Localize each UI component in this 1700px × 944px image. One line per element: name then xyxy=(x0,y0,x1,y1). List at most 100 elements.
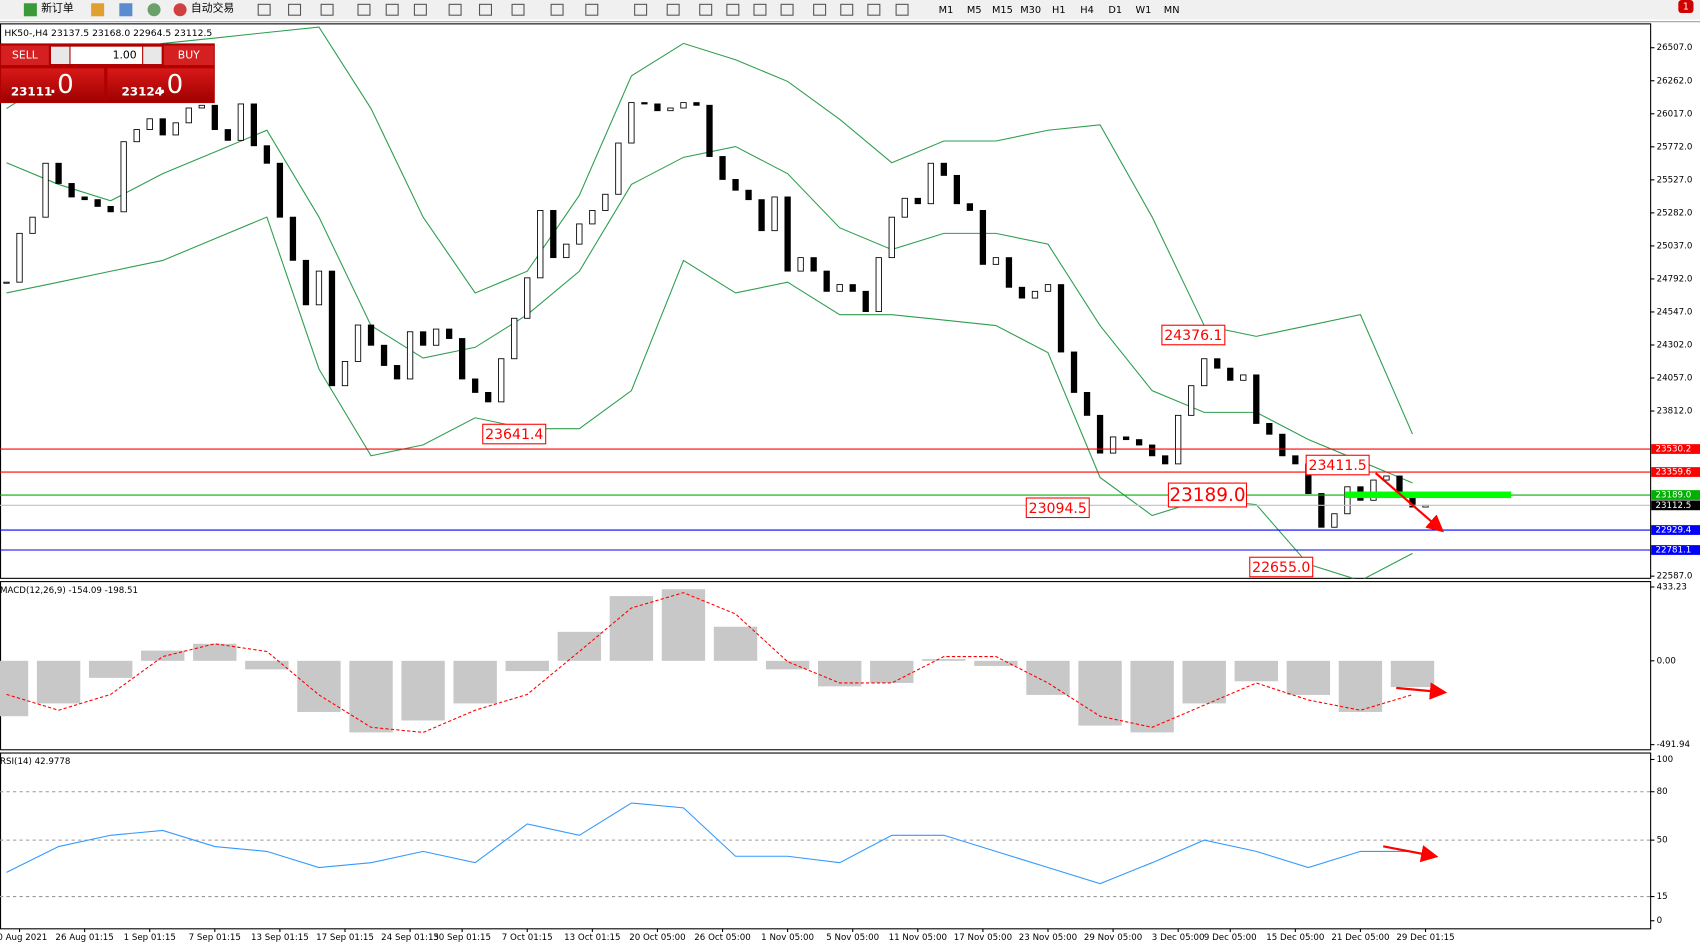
rsi-plot xyxy=(0,791,1651,898)
y-tick-label: 26507.0 xyxy=(1657,43,1693,53)
candle xyxy=(406,331,414,380)
macd-bar xyxy=(88,660,133,678)
candle xyxy=(1135,439,1143,446)
timeframe[interactable]: MN xyxy=(1164,5,1180,16)
candle xyxy=(68,183,75,198)
tool-icon[interactable] xyxy=(385,3,399,16)
sell-button[interactable] xyxy=(1,45,49,66)
tool-icon[interactable] xyxy=(585,3,599,16)
ask-big[interactable]: .0 xyxy=(158,70,183,100)
x-tick-label: 20 Oct 05:00 xyxy=(629,933,685,943)
x-tick-label: 3 Dec 05:00 xyxy=(1152,933,1205,943)
y-tick-label: 50 xyxy=(1657,836,1668,846)
macd-bar xyxy=(609,596,654,661)
annotation: 23094.5 xyxy=(1029,501,1087,517)
tool-icon[interactable] xyxy=(550,3,564,16)
tool-icon[interactable] xyxy=(867,3,881,16)
candle xyxy=(289,216,297,261)
tool-icon[interactable] xyxy=(840,3,854,16)
bid-box[interactable] xyxy=(1,68,105,102)
candle xyxy=(654,103,661,112)
candle xyxy=(419,331,427,346)
tool-icon[interactable] xyxy=(666,3,680,16)
tool-icon[interactable] xyxy=(257,3,271,16)
tool-icon[interactable] xyxy=(448,3,462,16)
auto-trade-icon[interactable] xyxy=(173,3,187,17)
timeframe[interactable]: W1 xyxy=(1136,5,1152,16)
tool-icon[interactable] xyxy=(511,3,525,16)
candle xyxy=(393,365,401,380)
badge-bg xyxy=(1678,0,1694,14)
buy-button[interactable] xyxy=(163,45,214,66)
lots-up[interactable] xyxy=(143,46,162,65)
tool-icon[interactable] xyxy=(753,3,767,16)
tool-icon[interactable] xyxy=(895,3,909,16)
tool-icon[interactable] xyxy=(634,3,648,16)
timeframe[interactable]: M1 xyxy=(939,5,954,16)
badge[interactable]: 1 xyxy=(1683,2,1689,13)
ask-main[interactable]: 23124 xyxy=(122,85,163,99)
new-order-icon[interactable] xyxy=(23,3,37,17)
macd-bar xyxy=(870,660,914,683)
candle xyxy=(667,107,674,112)
y-tick-label: 24057.0 xyxy=(1657,374,1693,384)
sell-label[interactable]: SELL xyxy=(12,48,38,61)
timeframe[interactable]: D1 xyxy=(1108,5,1122,16)
macd-bar xyxy=(922,659,966,661)
timeframe[interactable]: H1 xyxy=(1052,5,1066,16)
tool-icon[interactable] xyxy=(413,3,427,16)
candle xyxy=(367,324,375,346)
main-panel xyxy=(0,23,1652,579)
x-tick-label: 30 Sep 01:15 xyxy=(433,933,491,943)
candle xyxy=(849,284,856,292)
timeframe[interactable]: M30 xyxy=(1020,5,1041,16)
candle xyxy=(29,216,36,234)
timeframe[interactable]: M5 xyxy=(967,5,982,16)
candle xyxy=(1188,385,1195,416)
lots-value[interactable]: 1.00 xyxy=(113,48,137,61)
tool-icon[interactable] xyxy=(780,3,794,16)
x-tick-label: 17 Sep 01:15 xyxy=(316,933,374,943)
bid-main[interactable]: 23111 xyxy=(11,85,52,99)
macd-bar xyxy=(661,589,706,661)
tool-icon[interactable] xyxy=(320,3,334,16)
y-tick-label: 26262.0 xyxy=(1657,76,1693,86)
lots-down[interactable] xyxy=(50,46,70,65)
ask-box[interactable] xyxy=(107,68,214,102)
timeframe[interactable]: M15 xyxy=(992,5,1013,16)
bid-big[interactable]: .0 xyxy=(49,70,74,100)
macd-bar xyxy=(453,660,497,704)
tool-icon[interactable] xyxy=(478,3,492,16)
tool-icon[interactable] xyxy=(119,3,133,17)
tool-icon[interactable] xyxy=(147,3,161,17)
auto-trade[interactable]: 自动交易 xyxy=(191,1,234,15)
tool-icon[interactable] xyxy=(288,3,302,16)
x-tick-label: 26 Aug 01:15 xyxy=(55,933,113,943)
candle xyxy=(628,102,635,144)
tool-icon[interactable] xyxy=(91,3,105,17)
tools: M1 M5 M15 M30 H1 H4 D1 W1 MN xyxy=(257,3,1180,16)
candle xyxy=(211,104,218,130)
buy-label[interactable]: BUY xyxy=(178,48,200,61)
tool-icon[interactable] xyxy=(699,3,713,16)
price-level-box xyxy=(1651,545,1700,555)
candle xyxy=(94,199,101,207)
tool-icon[interactable] xyxy=(726,3,740,16)
candle xyxy=(706,104,713,157)
price-level-label: 23112.5 xyxy=(1656,501,1692,511)
candle xyxy=(576,223,583,245)
y-tick-label: 25037.0 xyxy=(1657,241,1693,251)
candle xyxy=(1057,284,1065,353)
lots-input[interactable] xyxy=(70,46,143,65)
y-tick-label: 24792.0 xyxy=(1657,274,1693,284)
candle xyxy=(940,162,947,176)
macd-bar xyxy=(1390,660,1435,688)
annotation: 23411.5 xyxy=(1309,458,1367,474)
tool-icon[interactable] xyxy=(357,3,371,16)
new-order[interactable]: 新订单 xyxy=(41,1,74,15)
candle xyxy=(146,118,153,130)
timeframe[interactable]: H4 xyxy=(1080,5,1094,16)
macd-bar xyxy=(1078,660,1122,726)
candle xyxy=(1175,414,1182,465)
tool-icon[interactable] xyxy=(813,3,827,16)
